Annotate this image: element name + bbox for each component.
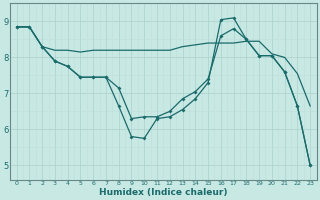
X-axis label: Humidex (Indice chaleur): Humidex (Indice chaleur) xyxy=(99,188,228,197)
